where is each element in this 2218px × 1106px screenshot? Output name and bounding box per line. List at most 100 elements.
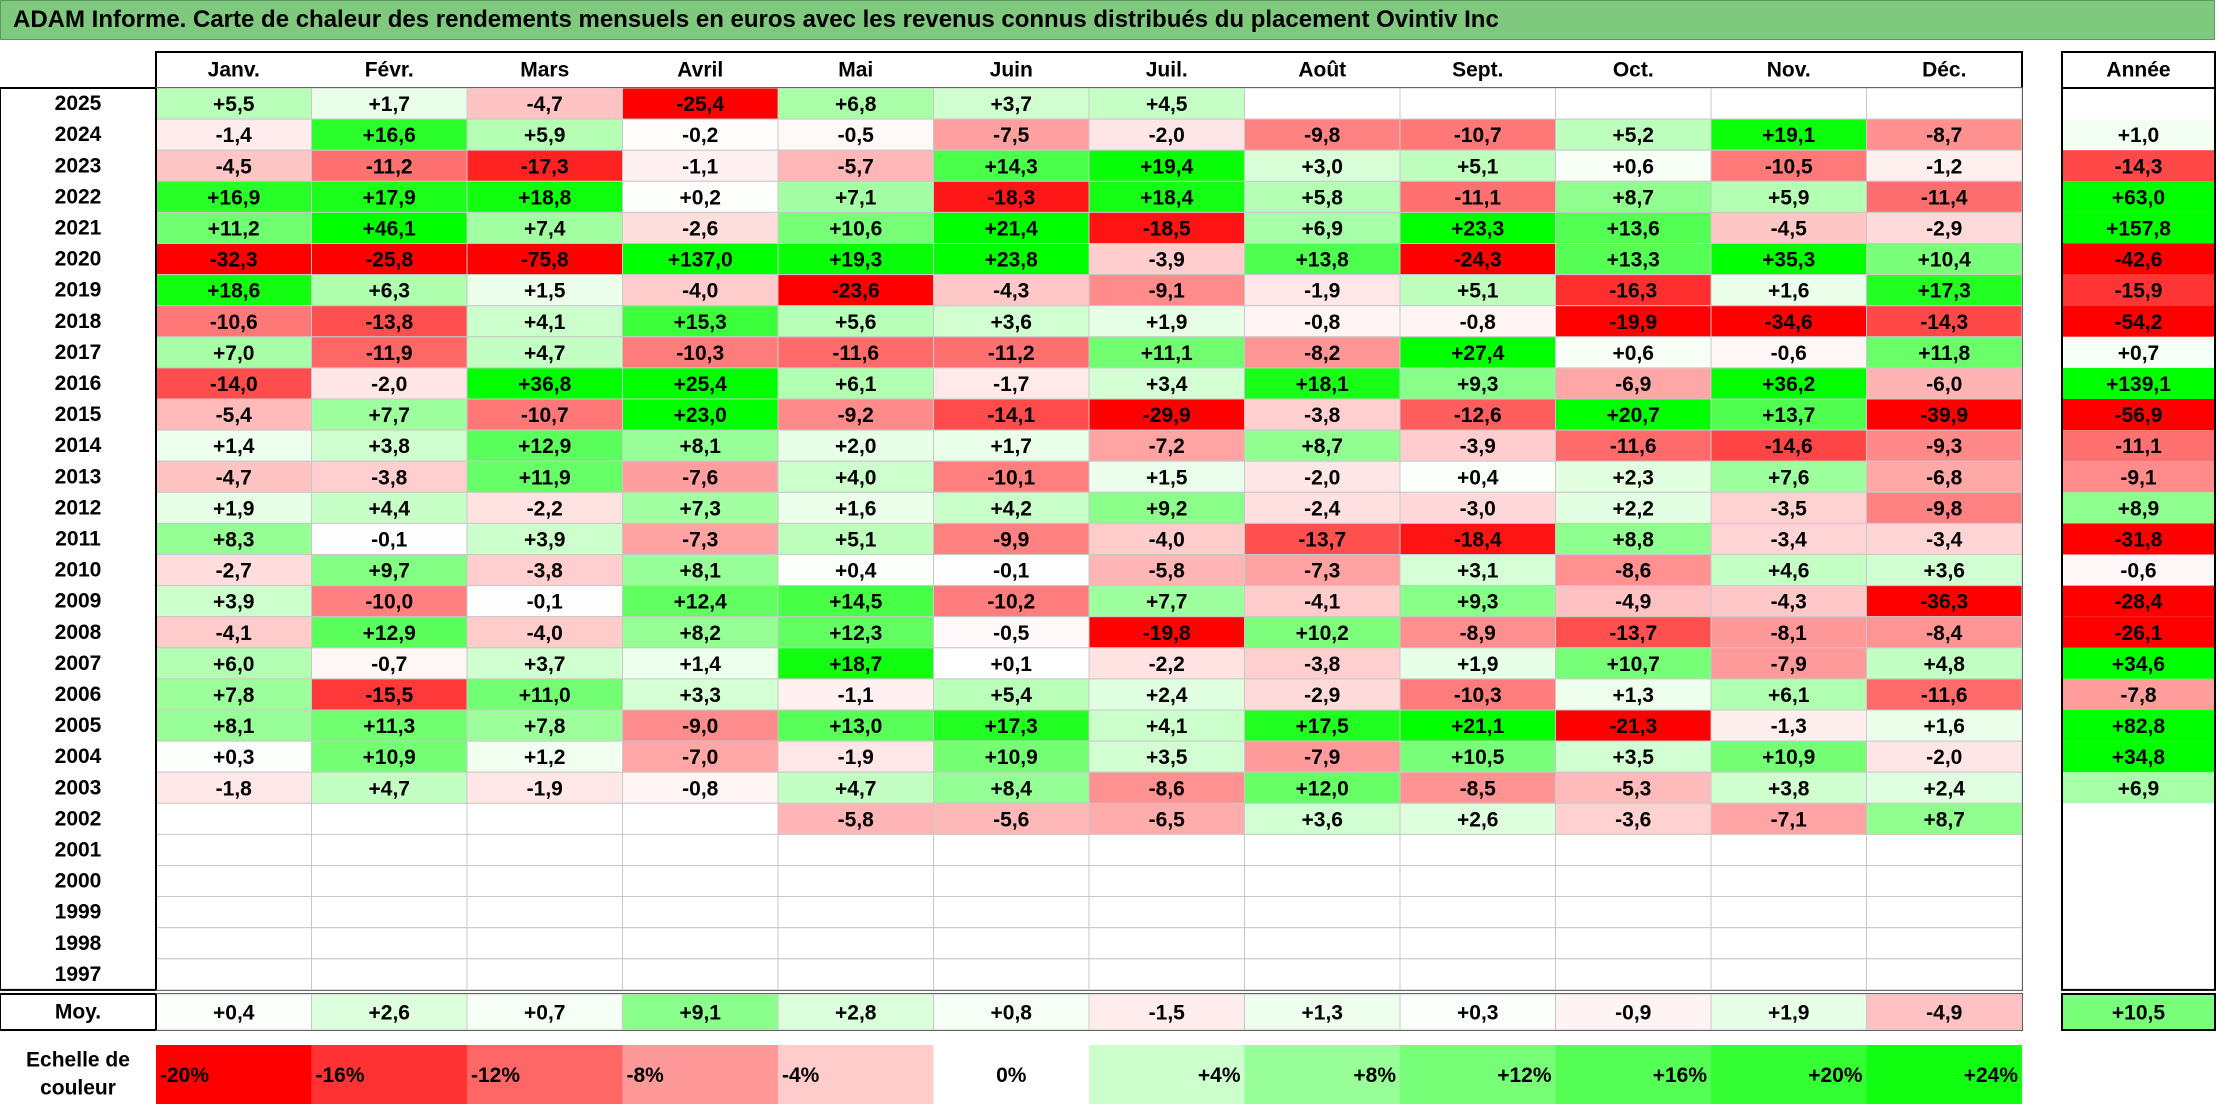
heat-cell [466, 149, 623, 182]
cell-value: +18,1 [1296, 373, 1349, 396]
cell-value: +1,4 [680, 653, 722, 676]
cell-value: +6,9 [1302, 217, 1343, 240]
cell-value: +1,9 [1457, 653, 1498, 676]
heat-cell [1866, 616, 2023, 649]
heat-cell [1555, 616, 1712, 649]
average-value: -0,9 [1615, 1002, 1651, 1025]
annual-value: -31,8 [2115, 528, 2163, 551]
cell-value: -3,4 [1771, 528, 1808, 551]
year-label: 2008 [55, 621, 102, 644]
cell-value: -1,9 [527, 777, 563, 800]
heat-cell [1244, 491, 1401, 524]
heat-cell [155, 802, 312, 835]
heat-cell [311, 865, 468, 898]
cell-value: +6,1 [835, 373, 877, 396]
heat-cell [1710, 243, 1867, 276]
cell-value: +25,4 [674, 373, 727, 396]
heat-cell [622, 647, 779, 680]
annual-cell [2063, 554, 2214, 586]
heat-cell [155, 958, 312, 991]
heat-cell [1088, 927, 1245, 960]
cell-value: +9,2 [1146, 497, 1187, 520]
cell-value: +4,1 [1146, 715, 1188, 738]
cell-value: +36,2 [1762, 373, 1815, 396]
heat-cell [1710, 678, 1867, 711]
heat-cell [155, 460, 312, 493]
cell-value: -8,2 [1304, 342, 1340, 365]
cell-value: -8,4 [1926, 622, 1963, 645]
heat-cell [311, 336, 468, 369]
cell-value: -5,3 [1615, 777, 1651, 800]
heat-cell [155, 585, 312, 618]
heat-cell [1399, 243, 1556, 276]
heat-cell [1088, 398, 1245, 431]
heat-cell [466, 833, 623, 867]
cell-value: +4,8 [1924, 653, 1966, 676]
cell-value: +3,6 [991, 311, 1032, 334]
cell-value: +3,4 [1146, 373, 1188, 396]
cell-value: +1,9 [213, 497, 254, 520]
month-header: Avril [677, 59, 723, 82]
heat-cell [1088, 802, 1245, 835]
heat-cell [1088, 833, 1245, 867]
cell-value: +0,4 [835, 560, 877, 583]
cell-value: +13,6 [1607, 217, 1660, 240]
cell-value: +8,4 [991, 777, 1033, 800]
cell-value: -2,0 [1304, 466, 1340, 489]
heat-cell [777, 740, 934, 773]
cell-value: -21,3 [1609, 715, 1657, 738]
cell-value: +17,3 [985, 715, 1038, 738]
year-label: 2016 [55, 372, 102, 395]
heat-cell [1866, 896, 2023, 929]
heat-cell [777, 87, 934, 120]
heat-cell [777, 896, 934, 929]
heat-cell [1244, 87, 1401, 120]
cell-value: +10,2 [1296, 622, 1349, 645]
scale-value: -8% [627, 1064, 665, 1087]
heat-cell [622, 398, 779, 431]
cell-value: +46,1 [363, 217, 416, 240]
heat-cell [777, 211, 934, 244]
heat-cell [1555, 865, 1712, 898]
annual-value: -11,1 [2115, 435, 2162, 458]
cell-value: -23,6 [832, 280, 880, 303]
heat-cell [1244, 958, 1401, 991]
cell-value: -8,5 [1460, 777, 1497, 800]
cell-value: -6,8 [1926, 466, 1963, 489]
cell-value: +5,4 [991, 684, 1033, 707]
average-value: +0,8 [991, 1002, 1033, 1025]
cell-value: -5,8 [1149, 560, 1186, 583]
heat-cell [1866, 678, 2023, 711]
cell-value: +7,6 [1768, 466, 1809, 489]
heat-cell [155, 833, 312, 867]
cell-value: -2,2 [527, 497, 563, 520]
cell-value: +5,1 [1457, 155, 1499, 178]
cell-value: +7,8 [524, 715, 566, 738]
annual-value: -9,1 [2120, 466, 2157, 489]
cell-value: +7,4 [524, 217, 566, 240]
cell-value: -3,8 [1304, 653, 1341, 676]
scale-value: -12% [471, 1064, 520, 1087]
heat-cell [155, 678, 312, 711]
cell-value: -10,7 [521, 404, 569, 427]
heat-cell [1866, 429, 2023, 462]
heat-cell [311, 585, 468, 618]
heat-cell [622, 87, 779, 120]
heat-cell [1866, 958, 2023, 991]
scale-label: Echelle de [26, 1049, 130, 1072]
cell-value: +0,3 [213, 746, 254, 769]
cell-value: -11,6 [832, 342, 879, 365]
scale-swatch [1711, 1045, 1867, 1104]
cell-value: -19,9 [1609, 311, 1657, 334]
cell-value: +2,0 [835, 435, 876, 458]
heat-cell [933, 585, 1090, 618]
heat-cell [1710, 647, 1867, 680]
heat-cell [622, 554, 779, 587]
annual-cell [2063, 181, 2214, 213]
heat-cell [1399, 896, 1556, 929]
year-label: 2001 [55, 838, 102, 861]
heat-cell [155, 491, 312, 524]
average-value: +2,8 [835, 1002, 877, 1025]
cell-value: +1,9 [1146, 311, 1187, 334]
heat-cell [777, 460, 934, 493]
